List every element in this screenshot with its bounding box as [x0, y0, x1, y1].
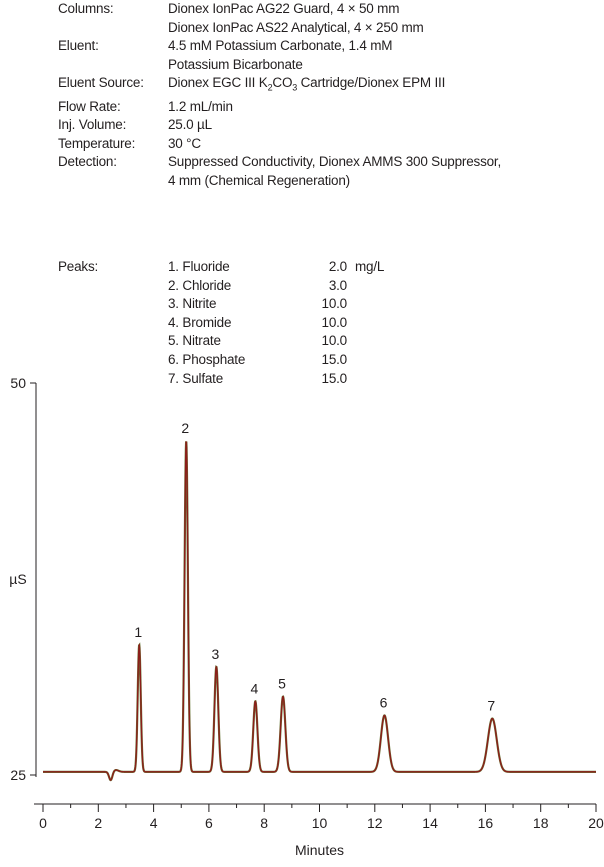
x-tick-label: 14: [422, 815, 438, 831]
inj-volume-row: Inj. Volume: 25.0 µL: [58, 116, 598, 135]
flow-rate-value: 1.2 mL/min: [168, 98, 233, 114]
peak-concentration: 15.0: [321, 370, 348, 386]
flow-rate-label: Flow Rate:: [58, 98, 121, 114]
peak-label: 6: [380, 694, 388, 710]
peak-name: 2. Chloride: [168, 277, 232, 293]
x-tick-label: 4: [150, 815, 158, 831]
peak-label: 1: [134, 624, 142, 640]
eluent-row-2: Potassium Bicarbonate: [58, 56, 598, 75]
peak-name: 6. Phosphate: [168, 351, 246, 367]
peak-row: 6. Phosphate 15.0: [58, 351, 395, 370]
eluent-row: Eluent: 4.5 mM Potassium Carbonate, 1.4 …: [58, 37, 598, 56]
eluent-label: Eluent:: [58, 38, 99, 54]
x-tick-label: 20: [588, 815, 604, 831]
x-tick-label: 0: [39, 815, 47, 831]
peak-row: 5. Nitrate 10.0: [58, 332, 395, 351]
peak-name: 3. Nitrite: [168, 296, 217, 312]
temperature-label: Temperature:: [58, 135, 136, 151]
peak-concentration: 15.0: [321, 351, 348, 367]
detection-value-1: Suppressed Conductivity, Dionex AMMS 300…: [168, 154, 502, 170]
x-tick-label: 6: [205, 815, 213, 831]
x-tick-label: 18: [533, 815, 549, 831]
eluent-value-1: 4.5 mM Potassium Carbonate, 1.4 mM: [168, 38, 393, 54]
x-tick-label: 12: [367, 815, 383, 831]
columns-value-1: Dionex IonPac AG22 Guard, 4 × 50 mm: [168, 1, 400, 16]
peak-name: 5. Nitrate: [168, 333, 221, 349]
x-tick-label: 8: [260, 815, 268, 831]
peak-name: 7. Sulfate: [168, 370, 224, 386]
detection-value-2: 4 mm (Chemical Regeneration): [168, 173, 350, 189]
chromatogram-trace: [43, 441, 596, 781]
trace-overlay: [43, 441, 596, 782]
peak-label: 2: [181, 420, 189, 436]
detection-row: Detection: Suppressed Conductivity, Dion…: [58, 153, 598, 172]
x-tick-label: 10: [312, 815, 328, 831]
peak-row: 2. Chloride 3.0: [58, 277, 395, 296]
peak-concentration: 2.0: [328, 259, 347, 274]
peaks-table: Peaks: 1. Fluoride 2.0 mg/L 2. Chloride …: [58, 258, 395, 388]
y-tick-label: 50: [10, 375, 26, 391]
peak-label: 4: [250, 680, 258, 696]
detection-row-2: 4 mm (Chemical Regeneration): [58, 172, 598, 191]
peak-concentration: 10.0: [321, 333, 348, 349]
peak-row: 7. Sulfate 15.0: [58, 370, 395, 389]
columns-row: Columns: Dionex IonPac AG22 Guard, 4 × 5…: [58, 0, 598, 19]
columns-value-2: Dionex IonPac AS22 Analytical, 4 × 250 m…: [168, 19, 424, 35]
eluent-value-2: Potassium Bicarbonate: [168, 56, 303, 72]
eluent-source-row: Eluent Source: Dionex EGC III K2CO3 Cart…: [58, 74, 598, 97]
peak-row: 3. Nitrite 10.0: [58, 295, 395, 314]
flow-rate-row: Flow Rate: 1.2 mL/min: [58, 98, 598, 117]
conditions-block: Columns: Dionex IonPac AG22 Guard, 4 × 5…: [58, 0, 598, 191]
peak-unit: mg/L: [355, 259, 385, 274]
x-tick-label: 2: [94, 815, 102, 831]
columns-row-2: Dionex IonPac AS22 Analytical, 4 × 250 m…: [58, 19, 598, 38]
peak-concentration: 10.0: [321, 296, 348, 312]
columns-label: Columns:: [58, 1, 114, 16]
peak-row: Peaks: 1. Fluoride 2.0 mg/L: [58, 258, 395, 277]
eluent-source-value: Dionex EGC III K2CO3 Cartridge/Dionex EP…: [168, 75, 446, 94]
inj-volume-value: 25.0 µL: [168, 117, 212, 133]
inj-volume-label: Inj. Volume:: [58, 117, 127, 133]
peaks-label: Peaks:: [58, 259, 99, 274]
y-axis-label: µS: [9, 571, 26, 587]
peak-name: 4. Bromide: [168, 314, 232, 330]
temperature-value: 30 °C: [168, 135, 201, 151]
peak-concentration: 3.0: [328, 277, 347, 293]
peak-label: 7: [487, 698, 495, 714]
peak-name: 1. Fluoride: [168, 259, 230, 274]
eluent-source-label: Eluent Source:: [58, 75, 144, 91]
x-tick-label: 16: [478, 815, 494, 831]
x-axis-label: Minutes: [295, 842, 344, 858]
peak-label: 3: [211, 646, 219, 662]
peak-row: 4. Bromide 10.0: [58, 314, 395, 333]
peak-label: 5: [278, 676, 286, 692]
detection-label: Detection:: [58, 154, 117, 170]
peak-concentration: 10.0: [321, 314, 348, 330]
temperature-row: Temperature: 30 °C: [58, 135, 598, 154]
y-tick-label: 25: [10, 767, 26, 783]
